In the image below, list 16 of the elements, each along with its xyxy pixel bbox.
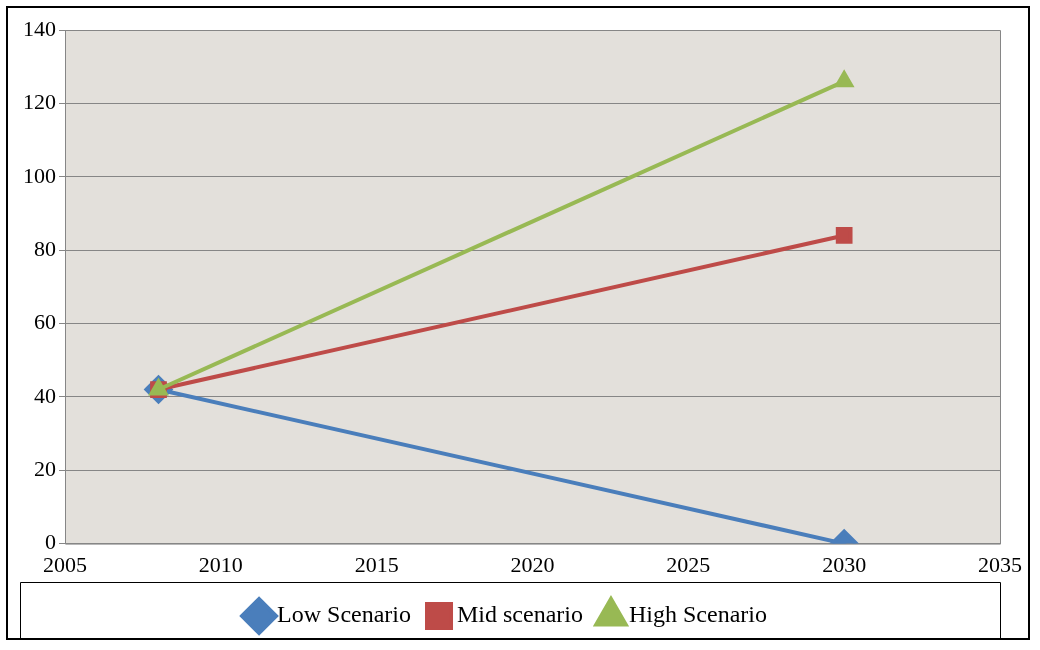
y-tick-label: 120 [23,89,56,115]
x-tick-label: 2020 [510,551,555,577]
legend-label: High Scenario [628,601,767,628]
legend-label: Low Scenario [277,601,412,628]
y-tick-label: 100 [23,162,56,188]
y-tick-label: 20 [34,456,56,482]
y-tick-label: 80 [34,235,56,261]
x-tick-label: 2025 [666,551,711,577]
x-tick-label: 2010 [198,551,243,577]
x-tick-label: 2015 [354,551,399,577]
x-tick-label: 2030 [822,551,867,577]
y-tick-label: 60 [34,309,56,335]
x-tick-label: 2035 [978,551,1022,577]
y-tick-label: 40 [34,382,56,408]
legend-label: Mid scenario [457,601,583,628]
y-tick-label: 140 [23,15,56,41]
